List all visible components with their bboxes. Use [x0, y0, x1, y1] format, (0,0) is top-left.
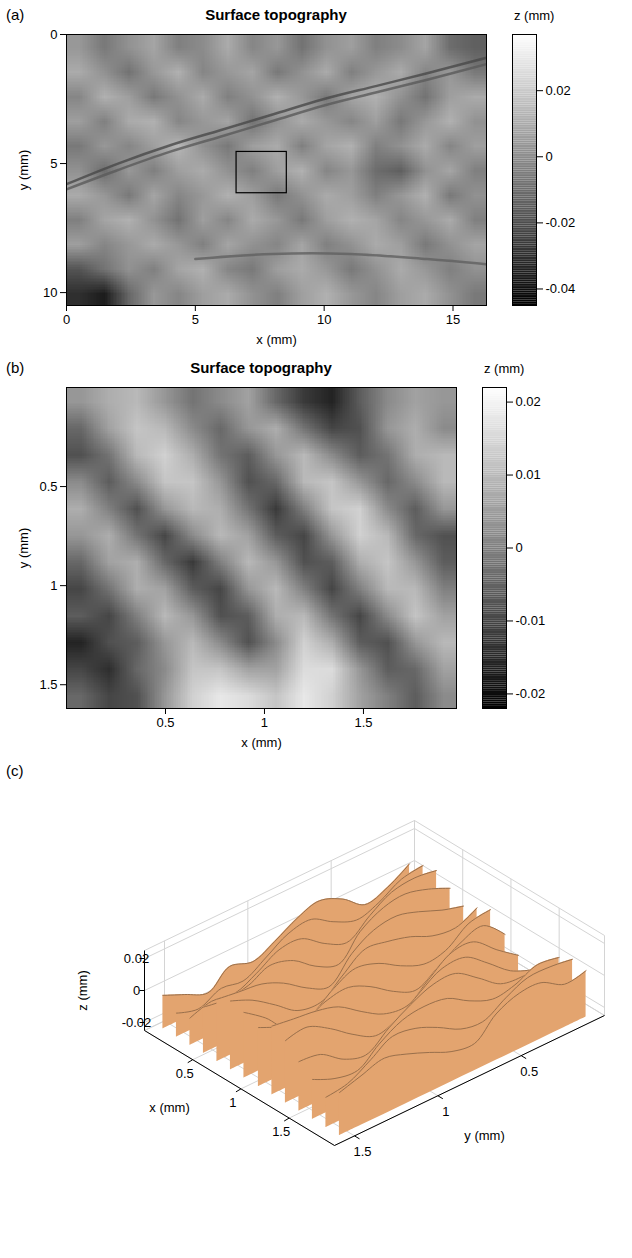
svg-text:0.01: 0.01 [516, 467, 541, 482]
svg-text:1.5: 1.5 [39, 677, 57, 692]
svg-text:0.5: 0.5 [39, 479, 57, 494]
svg-text:0.5: 0.5 [520, 1064, 538, 1079]
svg-text:1.5: 1.5 [354, 715, 372, 730]
svg-text:0.02: 0.02 [546, 83, 571, 98]
svg-text:0.02: 0.02 [124, 951, 149, 966]
svg-text:10: 10 [43, 285, 57, 300]
svg-text:1: 1 [261, 715, 268, 730]
svg-text:y (mm): y (mm) [464, 1128, 504, 1143]
svg-text:10: 10 [317, 312, 331, 327]
svg-text:x (mm): x (mm) [241, 735, 281, 750]
svg-text:y (mm): y (mm) [16, 528, 31, 568]
svg-text:0.5: 0.5 [176, 1066, 194, 1081]
svg-text:0: 0 [50, 27, 57, 42]
svg-text:-0.01: -0.01 [516, 613, 546, 628]
html-text:z (mm): z (mm) [514, 8, 555, 23]
svg-text:-0.02: -0.02 [546, 215, 576, 230]
svg-text:0.02: 0.02 [516, 394, 541, 409]
svg-text:x (mm): x (mm) [256, 332, 296, 347]
svg-text:5: 5 [50, 156, 57, 171]
svg-text:0: 0 [546, 149, 553, 164]
svg-text:0: 0 [133, 983, 140, 998]
html-text:(a): (a) [6, 6, 25, 23]
html-text:Surface topography: Surface topography [190, 359, 332, 376]
svg-text:0: 0 [63, 312, 70, 327]
html-text:(c): (c) [6, 762, 24, 779]
svg-text:15: 15 [446, 312, 460, 327]
svg-text:1.5: 1.5 [272, 1124, 290, 1139]
svg-text:z (mm): z (mm) [75, 970, 90, 1010]
svg-text:1: 1 [229, 1095, 236, 1110]
svg-text:5: 5 [192, 312, 199, 327]
svg-text:y (mm): y (mm) [16, 150, 31, 190]
svg-text:x (mm): x (mm) [149, 1100, 189, 1115]
svg-text:1.5: 1.5 [353, 1144, 371, 1159]
svg-text:1: 1 [50, 578, 57, 593]
svg-text:-0.02: -0.02 [122, 1015, 152, 1030]
svg-text:-0.02: -0.02 [516, 686, 546, 701]
svg-text:1: 1 [442, 1104, 449, 1119]
html-text:z (mm): z (mm) [484, 361, 525, 376]
svg-text:-0.04: -0.04 [546, 281, 576, 296]
html-text:(b): (b) [6, 359, 25, 376]
svg-text:0: 0 [516, 540, 523, 555]
html-text:Surface topography: Surface topography [205, 6, 347, 23]
svg-text:0.5: 0.5 [156, 715, 174, 730]
